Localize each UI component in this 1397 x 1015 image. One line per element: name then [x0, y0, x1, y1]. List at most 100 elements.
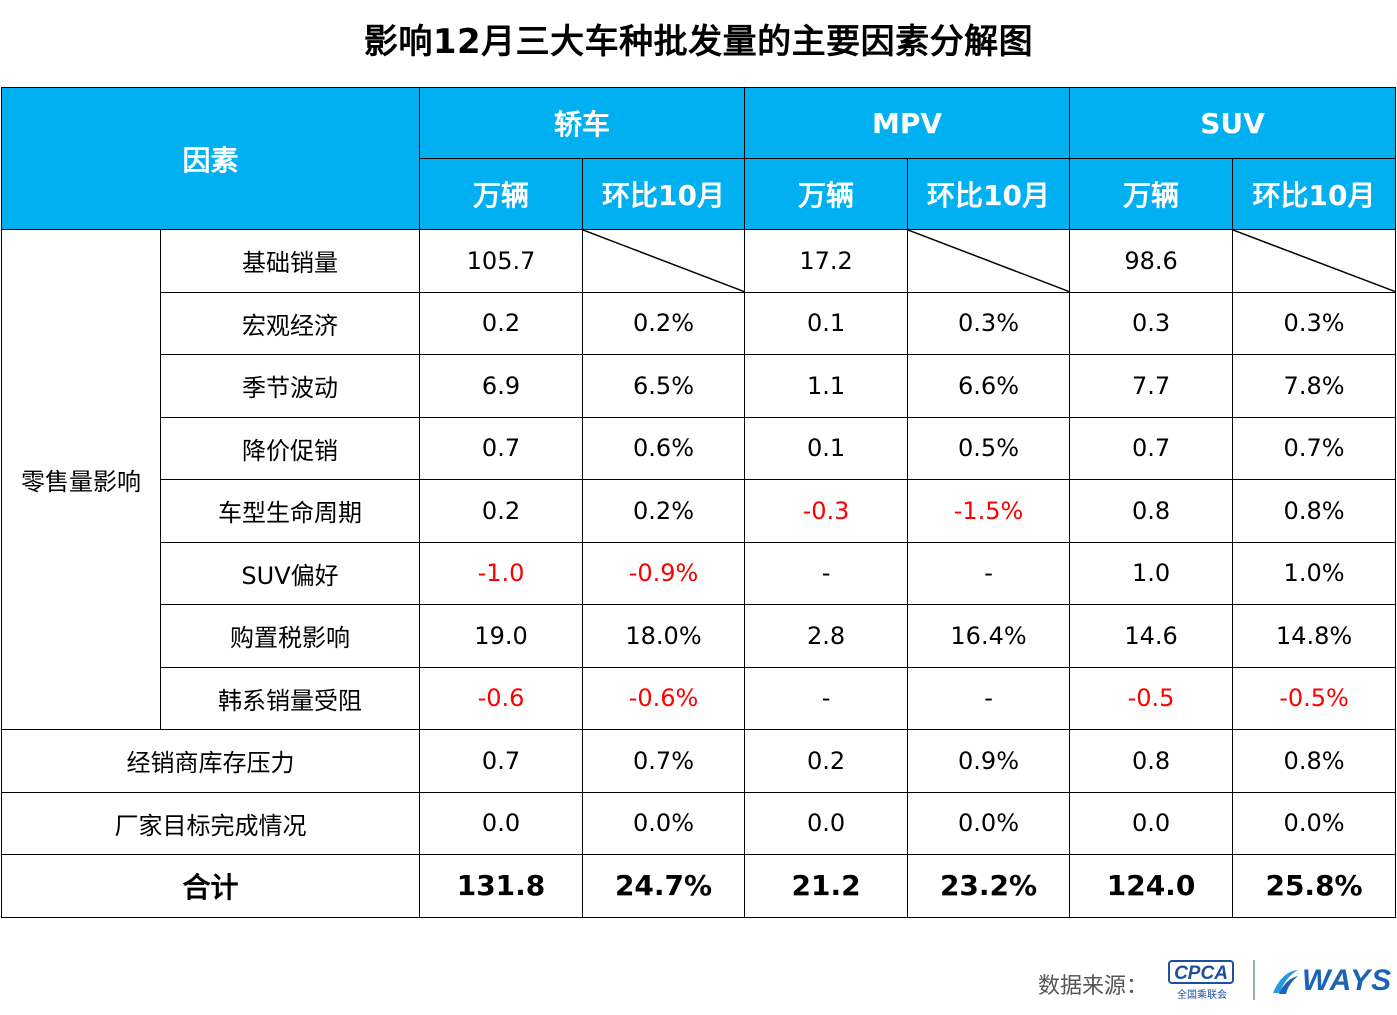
value-cell: 14.6 — [1069, 604, 1234, 668]
cpca-logo-subtitle: 全国乘联会 — [1177, 990, 1227, 1001]
diagonal-empty-cell — [907, 229, 1071, 293]
table-row: 零售量影响 基础销量 105.7 17.2 98.6 — [1, 229, 1397, 730]
value-cell: 0.2 — [744, 729, 909, 793]
value-cell: 0.0 — [419, 791, 584, 855]
total-row: 合计 131.8 24.7% 21.2 23.2% 124.0 25.8% — [0, 854, 1397, 918]
value-cell: 0.8% — [1232, 729, 1397, 793]
factor-label: SUV偏好 — [159, 541, 421, 605]
diagonal-empty-cell — [582, 229, 746, 293]
chart-title: 影响12月三大车种批发量的主要因素分解图 — [363, 22, 1034, 62]
total-value-cell: 25.8% — [1232, 854, 1397, 918]
value-cell: 7.7 — [1069, 354, 1234, 418]
value-cell: 0.1 — [744, 416, 909, 480]
value-cell: 7.8% — [1232, 354, 1397, 418]
value-cell: 0.7 — [419, 416, 584, 480]
table-row: 经销商库存压力 0.7 0.7% 0.2 0.9% 0.8 0.8% — [0, 729, 1397, 793]
value-cell: 0.0% — [1232, 791, 1397, 855]
header-sub-units: 万辆 — [744, 158, 909, 230]
value-cell: 0.7% — [582, 729, 746, 793]
value-cell: 18.0% — [582, 604, 746, 668]
diagonal-empty-cell — [1232, 229, 1397, 293]
ways-swoosh-icon — [1273, 970, 1298, 995]
value-cell: 1.0 — [1069, 541, 1234, 605]
value-cell: -1.5% — [907, 479, 1071, 543]
value-cell: 0.9% — [907, 729, 1071, 793]
table-row: SUV偏好 -1.0 -0.9% - -1.0 1.0% — [2, 541, 1397, 605]
total-label: 合计 — [0, 854, 421, 918]
value-cell: - — [907, 666, 1071, 730]
header-sub-mom: 环比10月 — [582, 158, 746, 230]
value-cell: 2.8 — [744, 604, 909, 668]
value-cell: 0.8 — [1069, 729, 1234, 793]
value-cell: -0.5% — [1232, 666, 1397, 730]
total-value-cell: 124.0 — [1069, 854, 1234, 918]
value-cell: 0.7 — [1069, 416, 1234, 480]
value-cell: - — [744, 541, 909, 605]
value-cell: 6.9 — [419, 354, 584, 418]
factor-label: 购置税影响 — [159, 604, 421, 668]
value-cell: 0.2 — [419, 479, 584, 543]
value-cell: 17.2 — [744, 229, 909, 293]
source-label: 数据来源： — [1038, 974, 1149, 999]
value-cell: 0.5% — [907, 416, 1071, 480]
value-cell: 0.8% — [1232, 479, 1397, 543]
factor-label: 宏观经济 — [159, 291, 421, 355]
header-sub-units: 万辆 — [419, 158, 584, 230]
value-cell: 0.6% — [582, 416, 746, 480]
value-cell: 0.7 — [419, 729, 584, 793]
group-label-retail: 零售量影响 — [1, 229, 161, 730]
value-cell: 0.3 — [1069, 291, 1234, 355]
total-value-cell: 24.7% — [582, 854, 746, 918]
value-cell: 0.2 — [419, 291, 584, 355]
factor-label: 降价促销 — [159, 416, 421, 480]
total-value-cell: 131.8 — [419, 854, 584, 918]
value-cell: 0.0% — [907, 791, 1071, 855]
value-cell: -1.0 — [419, 541, 584, 605]
value-cell: - — [744, 666, 909, 730]
value-cell: 0.1 — [744, 291, 909, 355]
value-cell: 0.3% — [1232, 291, 1397, 355]
value-cell: 0.7% — [1232, 416, 1397, 480]
factor-label: 基础销量 — [159, 229, 421, 293]
value-cell: -0.6 — [419, 666, 584, 730]
table-row: 购置税影响 19.0 18.0% 2.8 16.4% 14.6 14.8% — [2, 604, 1397, 668]
total-value-cell: 21.2 — [744, 854, 909, 918]
value-cell: 14.8% — [1232, 604, 1397, 668]
value-cell: 16.4% — [907, 604, 1071, 668]
value-cell: -0.6% — [582, 666, 746, 730]
ways-logo-text: WAYS — [1302, 964, 1393, 997]
header-group-mpv: MPV — [744, 87, 1071, 159]
cpca-logo-mark: CPCA — [1168, 960, 1234, 984]
factor-label: 韩系销量受阻 — [159, 666, 421, 730]
value-cell: 6.6% — [907, 354, 1071, 418]
value-cell: -0.9% — [582, 541, 746, 605]
value-cell: 6.5% — [582, 354, 746, 418]
total-value-cell: 23.2% — [907, 854, 1071, 918]
table-row: 车型生命周期 0.2 0.2% -0.3 -1.5% 0.8 0.8% — [2, 479, 1397, 543]
value-cell: 1.0% — [1232, 541, 1397, 605]
value-cell: -0.5 — [1069, 666, 1234, 730]
value-cell: - — [907, 541, 1071, 605]
header-group-suv: SUV — [1069, 87, 1397, 159]
table-row: 季节波动 6.9 6.5% 1.1 6.6% 7.7 7.8% — [2, 354, 1397, 418]
factor-label: 厂家目标完成情况 — [0, 791, 421, 855]
ways-logo: WAYS — [1270, 962, 1392, 1000]
table-row: 厂家目标完成情况 0.0 0.0% 0.0 0.0% 0.0 0.0% — [0, 791, 1397, 855]
value-cell: 19.0 — [419, 604, 584, 668]
header-sub-units: 万辆 — [1069, 158, 1234, 230]
value-cell: 0.3% — [907, 291, 1071, 355]
factor-label: 经销商库存压力 — [0, 729, 421, 793]
value-cell: 0.2% — [582, 479, 746, 543]
value-cell: 1.1 — [744, 354, 909, 418]
factor-label: 车型生命周期 — [159, 479, 421, 543]
value-cell: 0.0 — [744, 791, 909, 855]
header-group-sedan: 轿车 — [419, 87, 746, 159]
header-factor: 因素 — [0, 87, 421, 230]
table-row: 韩系销量受阻 -0.6 -0.6% - - -0.5 -0.5% — [2, 666, 1397, 730]
header-sub-mom: 环比10月 — [1232, 158, 1397, 230]
value-cell: 105.7 — [419, 229, 584, 293]
table-row: 宏观经济 0.2 0.2% 0.1 0.3% 0.3 0.3% — [2, 291, 1397, 355]
table-row: 降价促销 0.7 0.6% 0.1 0.5% 0.7 0.7% — [2, 416, 1397, 480]
factor-table: 因素 轿车 MPV SUV 万辆 环比10月 万辆 环比10月 万辆 环比10月… — [0, 87, 1397, 918]
value-cell: 98.6 — [1069, 229, 1234, 293]
